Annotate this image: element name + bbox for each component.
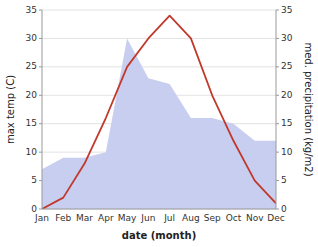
y2-tick <box>276 95 279 96</box>
x-tick-label: Nov <box>246 213 264 223</box>
y-tick <box>39 10 42 11</box>
y2-tick <box>276 66 279 67</box>
plot-area <box>42 16 276 209</box>
y2-tick-label: 20 <box>281 90 293 100</box>
y-tick-label: 5 <box>31 175 37 185</box>
x-tick-label: Jan <box>34 213 49 223</box>
y-axis-line <box>42 10 43 209</box>
x-axis-label: date (month) <box>122 230 196 241</box>
x-tick-label: Oct <box>226 213 242 223</box>
chart: 0 5 10 15 20 25 30 35 0 5 10 15 20 25 30 35 Jan Feb Mar Apr… <box>0 0 318 247</box>
y-tick-label: 30 <box>26 33 38 43</box>
y2-tick-label: 35 <box>281 5 292 15</box>
y2-tick-label: 25 <box>281 61 292 71</box>
y-tick-label: 15 <box>26 118 37 128</box>
y2-tick <box>276 209 279 210</box>
y-tick-label: 25 <box>26 61 37 71</box>
x-tick-label: Apr <box>98 213 114 223</box>
grid-line <box>42 66 276 67</box>
y2-tick <box>276 180 279 181</box>
y2-tick-label: 30 <box>281 33 293 43</box>
precipitation-area <box>42 38 276 209</box>
y2-tick <box>276 152 279 153</box>
y-tick <box>39 123 42 124</box>
x-axis-line <box>42 209 276 210</box>
x-tick-label: Sep <box>204 213 221 223</box>
y-tick-label: 10 <box>26 147 38 157</box>
y-tick <box>39 180 42 181</box>
y-tick <box>39 38 42 39</box>
y2-tick <box>276 10 279 11</box>
y2-axis-label: med. precipitation (kg/m2) <box>303 42 314 176</box>
y-tick <box>39 66 42 67</box>
temperature-line <box>42 16 276 209</box>
x-tick-label: Dec <box>267 213 284 223</box>
y-tick-label: 0 <box>31 204 37 214</box>
y2-tick-label: 0 <box>281 204 287 214</box>
x-tick-label: Feb <box>55 213 71 223</box>
y2-axis-line <box>276 10 277 209</box>
grid-line <box>42 209 276 210</box>
y-tick-label: 20 <box>26 90 38 100</box>
y2-tick <box>276 38 279 39</box>
y-axis-label: max temp (C) <box>5 75 16 144</box>
x-tick-label: May <box>118 213 137 223</box>
x-tick-label: Jul <box>163 213 175 223</box>
y-tick <box>39 95 42 96</box>
y2-tick-label: 15 <box>281 118 292 128</box>
y-tick-label: 35 <box>26 5 37 15</box>
y2-tick <box>276 123 279 124</box>
x-tick-label: Mar <box>76 213 93 223</box>
grid-line <box>42 38 276 39</box>
grid-line <box>42 10 276 11</box>
x-tick-label: Jun <box>140 213 155 223</box>
x-tick-label: Aug <box>182 213 200 223</box>
y2-tick-label: 10 <box>281 147 293 157</box>
y-tick <box>39 152 42 153</box>
y2-tick-label: 5 <box>281 175 287 185</box>
y-tick <box>39 209 42 210</box>
